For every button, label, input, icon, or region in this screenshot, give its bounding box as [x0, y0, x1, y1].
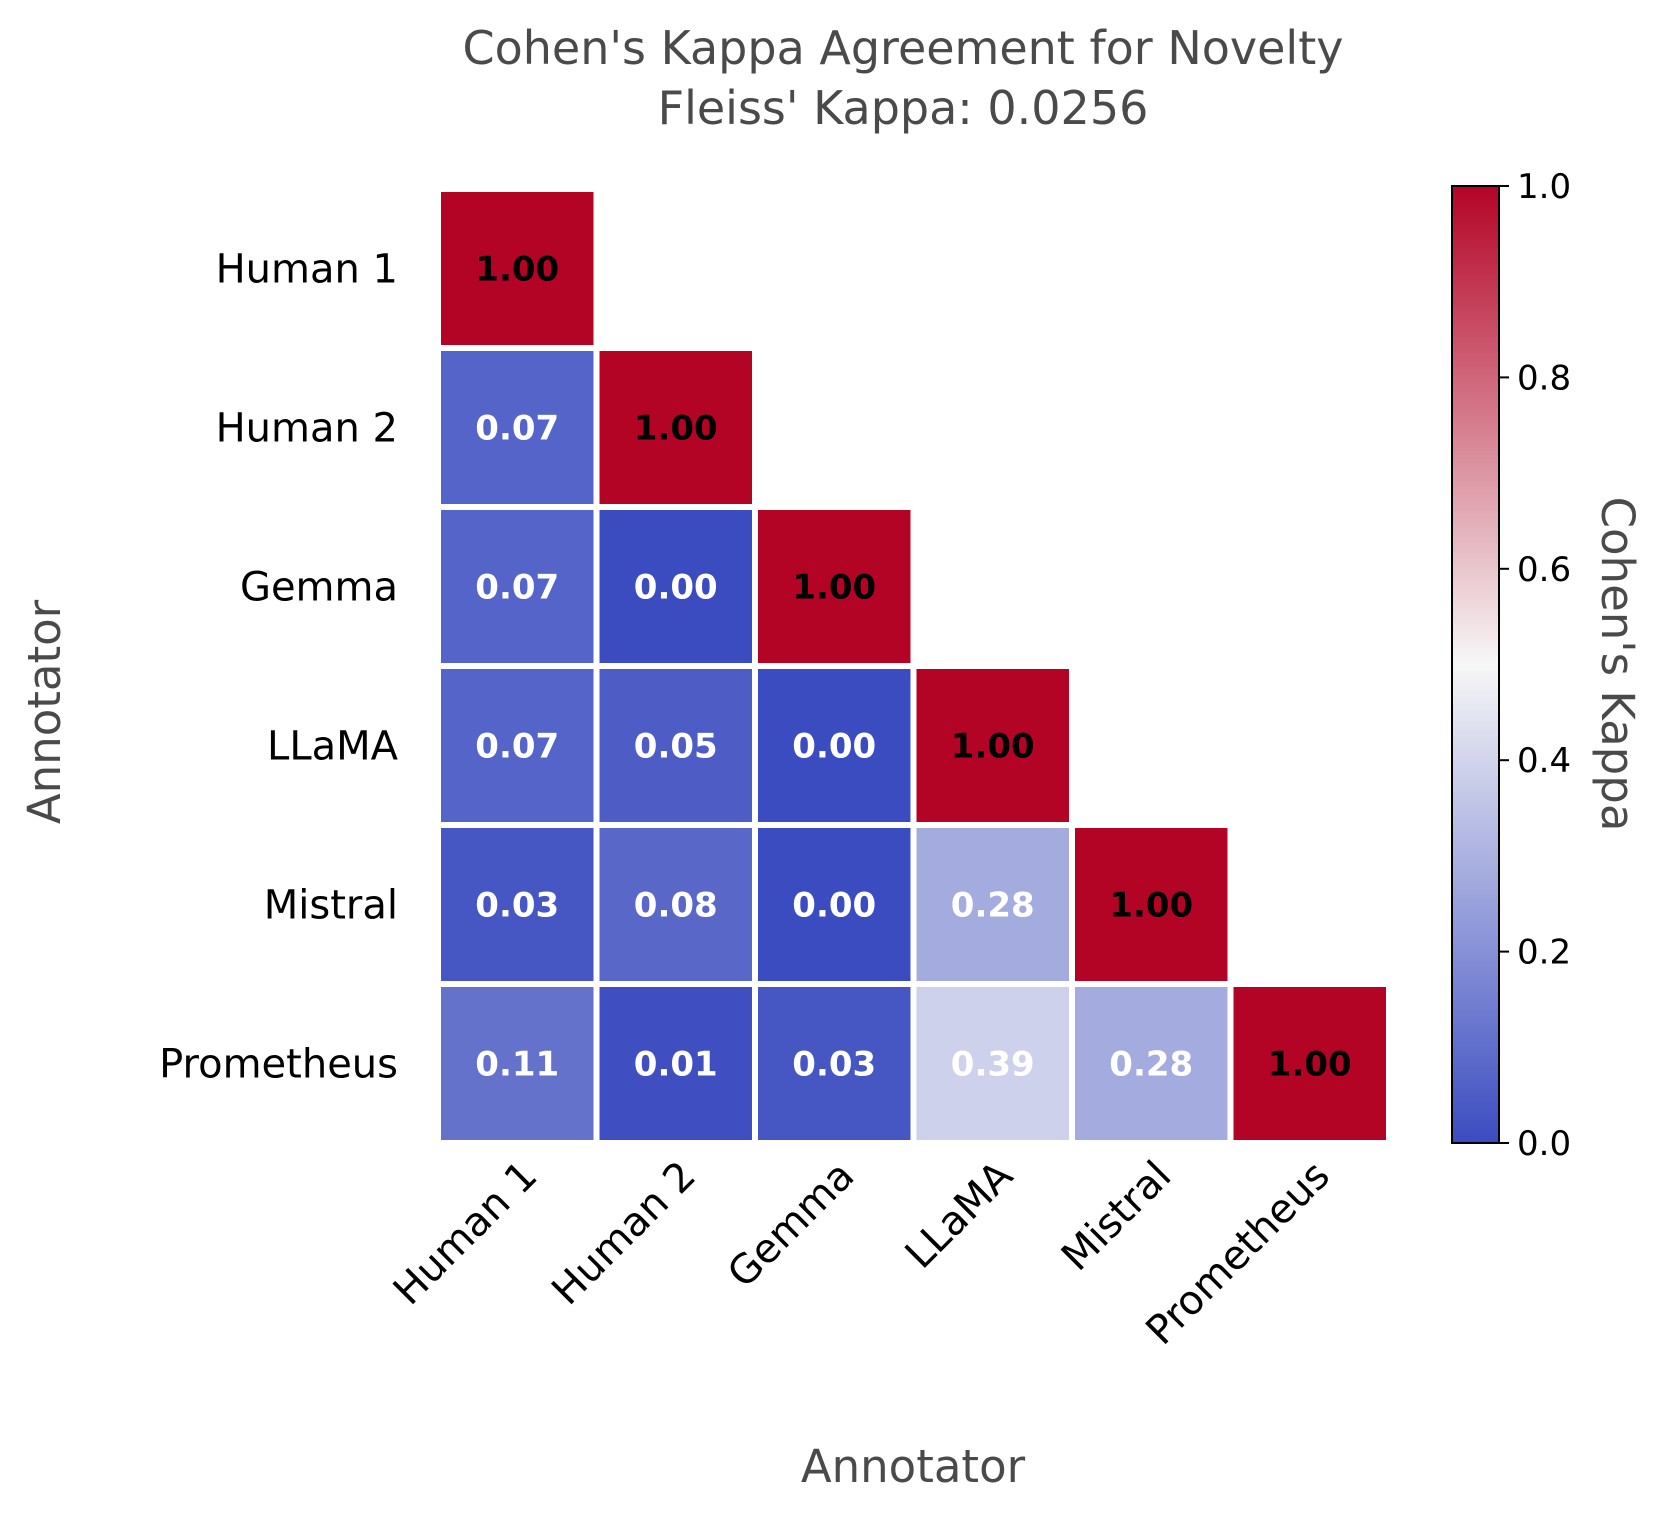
heatmap-cell-5-3 [910, 981, 1075, 1146]
heatmap-cell-5-4 [1069, 981, 1234, 1146]
heatmap-cell-5-5 [1227, 981, 1392, 1146]
y-tick-label: Gemma [240, 565, 398, 611]
heatmap-cell-2-2 [752, 504, 917, 669]
cell-value-label-4-1: 0.08 [634, 886, 718, 926]
cell-value-label-5-4: 0.28 [1109, 1045, 1193, 1085]
colorbar-tick-label: 0.2 [1517, 933, 1571, 973]
heatmap-cell-5-0 [435, 981, 600, 1146]
heatmap-cell-4-1 [593, 822, 758, 987]
colorbar-ticks: 0.0 0.2 0.4 0.6 0.8 1.0 [1499, 167, 1571, 1164]
chart-subtitle: Fleiss' Kappa: 0.0256 [658, 81, 1149, 135]
y-tick-label: Mistral [264, 883, 398, 929]
colorbar-tick-label: 0.0 [1517, 1124, 1571, 1164]
y-tick-label: LLaMA [267, 724, 399, 770]
cell-value-label-3-3: 1.00 [951, 727, 1035, 767]
x-tick-label: Mistral [1053, 1153, 1180, 1280]
heatmap-cell-4-3 [910, 822, 1075, 987]
colorbar-tick-label: 0.6 [1517, 550, 1571, 590]
x-axis-label: Annotator [801, 1440, 1026, 1493]
colorbar-tick-label: 0.8 [1517, 358, 1571, 398]
cell-value-label-4-3: 0.28 [951, 886, 1035, 926]
cell-value-label-3-0: 0.07 [475, 727, 559, 767]
cell-value-label-2-2: 1.00 [792, 568, 876, 608]
y-tick-label: Prometheus [159, 1042, 398, 1088]
cell-value-label-1-0: 0.07 [475, 409, 559, 449]
cell-value-label-1-1: 1.00 [634, 409, 718, 449]
x-tick-label: Human 1 [385, 1153, 547, 1315]
heatmap-cell-3-1 [593, 663, 758, 828]
cell-value-label-3-1: 0.05 [634, 727, 718, 767]
heatmap-cell-3-3 [910, 663, 1075, 828]
cell-value-label-5-3: 0.39 [951, 1045, 1035, 1085]
y-tick-labels: Human 1 Human 2 Gemma LLaMA Mistral Prometheu… [159, 247, 399, 1088]
cell-value-label-2-1: 0.00 [634, 568, 718, 608]
x-tick-label: LLaMA [897, 1152, 1023, 1278]
y-tick-label: Human 2 [216, 406, 398, 452]
y-tick-label: Human 1 [216, 247, 398, 293]
cell-value-label-0-0: 1.00 [475, 250, 559, 290]
heatmap-cells: 1.00 0.07 1.00 0.07 0.00 1.00 0.07 0.05 0.00 1.00… [435, 186, 1392, 1146]
x-tick-label: Human 2 [543, 1153, 705, 1315]
cell-value-label-4-4: 1.00 [1109, 886, 1193, 926]
colorbar-tick-label: 0.4 [1517, 741, 1571, 781]
cell-value-label-5-2: 0.03 [792, 1045, 876, 1085]
cell-value-label-5-5: 1.00 [1268, 1045, 1352, 1085]
colorbar-tick-label: 1.0 [1517, 167, 1571, 207]
cell-value-label-3-2: 0.00 [792, 727, 876, 767]
cell-value-label-4-2: 0.00 [792, 886, 876, 926]
cell-value-label-4-0: 0.03 [475, 886, 559, 926]
cell-value-label-2-0: 0.07 [475, 568, 559, 608]
x-tick-label: Gemma [719, 1153, 863, 1297]
y-axis-label: Annotator [18, 599, 71, 824]
colorbar-label: Cohen's Kappa [1591, 497, 1644, 832]
chart-title: Cohen's Kappa Agreement for Novelty [463, 21, 1344, 75]
cell-value-label-5-1: 0.01 [634, 1045, 718, 1085]
colorbar [1451, 185, 1500, 1144]
cell-value-label-5-0: 0.11 [475, 1045, 559, 1085]
heatmap-cell-5-1 [593, 981, 758, 1146]
